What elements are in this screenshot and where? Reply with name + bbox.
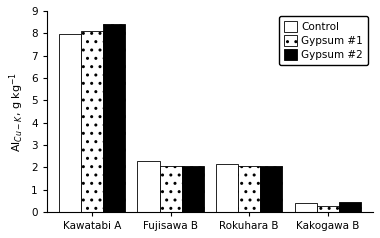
Bar <box>160 166 182 212</box>
Bar <box>138 161 160 212</box>
Y-axis label: Al$_{Cu-K}$, g kg$^{-1}$: Al$_{Cu-K}$, g kg$^{-1}$ <box>7 71 25 152</box>
Bar <box>182 166 204 212</box>
Bar <box>238 166 260 212</box>
Bar <box>59 35 81 212</box>
Bar <box>81 31 103 212</box>
Bar <box>103 24 125 212</box>
Bar <box>216 164 238 212</box>
Bar <box>317 206 339 212</box>
Bar <box>339 202 361 212</box>
Bar <box>260 166 282 212</box>
Legend: Control, Gypsum #1, Gypsum #2: Control, Gypsum #1, Gypsum #2 <box>279 16 368 65</box>
Bar <box>294 203 317 212</box>
